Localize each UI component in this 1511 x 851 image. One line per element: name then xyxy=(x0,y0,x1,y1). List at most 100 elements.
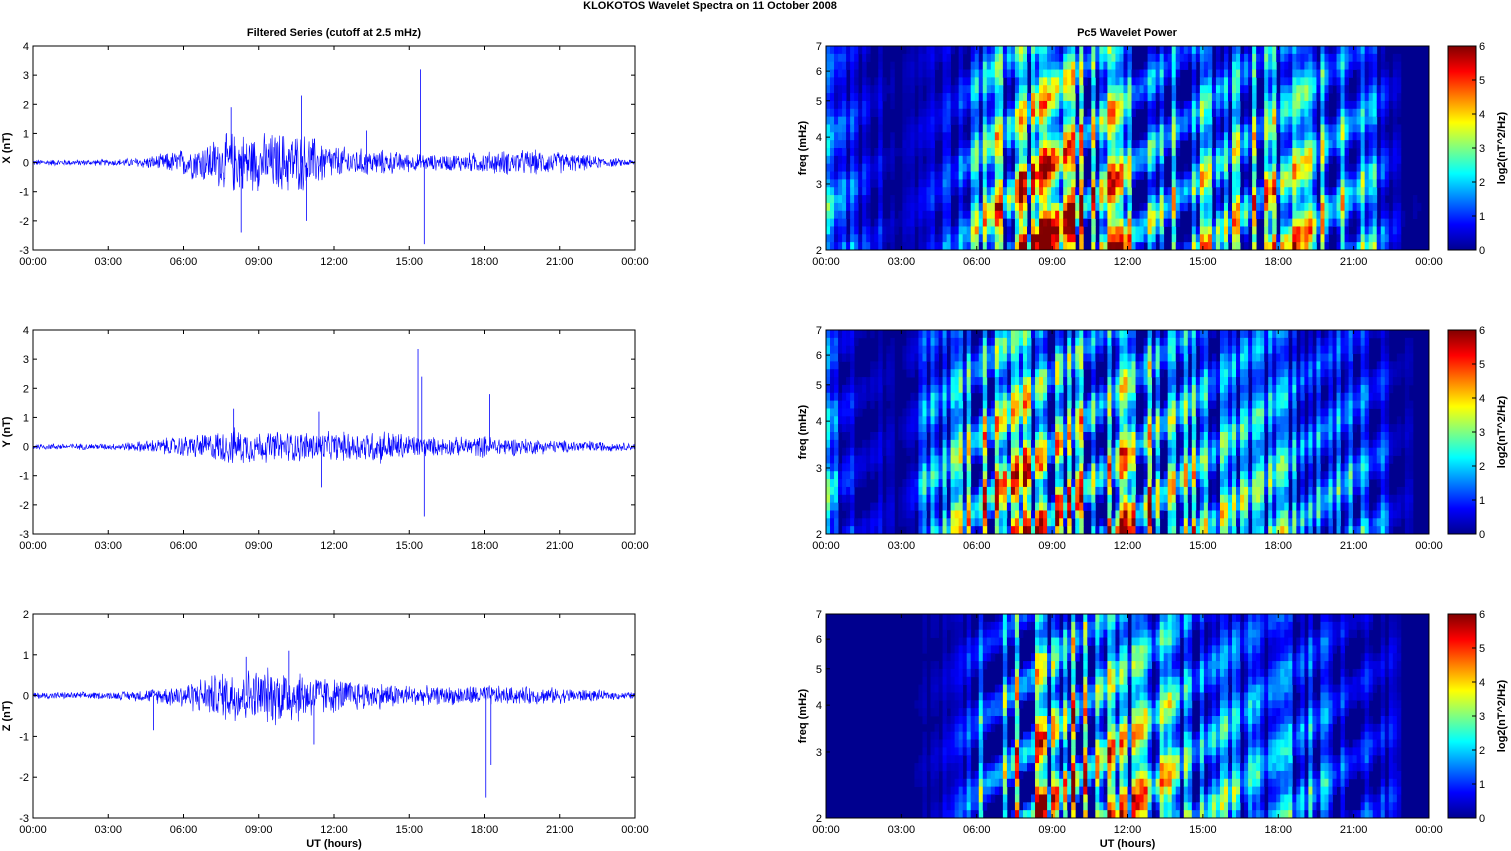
wavelet-X-heatmap-cell xyxy=(926,226,931,235)
wavelet-X-heatmap-cell xyxy=(1203,140,1209,149)
wavelet-Y-heatmap-cell xyxy=(906,526,911,535)
wavelet-X-heatmap-cell xyxy=(902,69,907,78)
wavelet-X-heatmap-cell xyxy=(1396,100,1402,110)
wavelet-X-heatmap-cell xyxy=(1215,100,1221,110)
wavelet-Y-heatmap-cell xyxy=(1091,353,1096,362)
wavelet-X-heatmap-cell xyxy=(1163,46,1169,55)
wavelet-Y-heatmap-cell xyxy=(846,447,851,456)
wavelet-Y-heatmap-cell xyxy=(842,392,847,402)
wavelet-Y-heatmap-cell xyxy=(1035,463,1040,472)
wavelet-X-heatmap-cell xyxy=(1010,171,1016,180)
wavelet-Y-heatmap-cell xyxy=(1079,361,1084,370)
wavelet-X-heatmap-cell xyxy=(850,116,855,125)
wavelet-X-heatmap-cell xyxy=(830,148,835,157)
wavelet-X-heatmap-cell xyxy=(1127,242,1132,251)
wavelet-Y-heatmap-cell xyxy=(962,439,968,449)
wavelet-Y-heatmap-cell xyxy=(990,361,996,370)
wavelet-X-heatmap-cell xyxy=(1296,69,1301,78)
wavelet-Y-heatmap-cell xyxy=(994,400,1000,409)
wavelet-X-heatmap-cell xyxy=(1340,108,1345,118)
wavelet-X-heatmap-cell xyxy=(1059,155,1064,165)
wavelet-Y-heatmap-cell xyxy=(958,392,964,402)
wavelet-X-heatmap-cell xyxy=(834,234,839,243)
wavelet-Y-heatmap-cell xyxy=(954,447,960,456)
wavelet-X-heatmap-cell xyxy=(906,234,911,243)
wavelet-X-heatmap-cell xyxy=(986,171,992,180)
wavelet-X-heatmap-cell xyxy=(1079,148,1084,157)
wavelet-X-heatmap-cell xyxy=(1364,148,1370,157)
wavelet-X-heatmap-cell xyxy=(938,93,943,102)
wavelet-X-heatmap-cell xyxy=(1167,46,1173,55)
wavelet-X-heatmap-cell xyxy=(1380,100,1386,110)
wavelet-X-heatmap-cell xyxy=(1376,163,1382,172)
wavelet-X-heatmap-cell xyxy=(1043,179,1048,188)
wavelet-X-heatmap-cell xyxy=(1328,140,1333,149)
wavelet-X-heatmap-cell xyxy=(842,124,847,133)
wavelet-Y-heatmap-cell xyxy=(1075,424,1080,433)
wavelet-X-heatmap-cell xyxy=(1396,155,1402,165)
wavelet-Y-heatmap-cell xyxy=(1123,447,1128,456)
wavelet-X-heatmap-cell xyxy=(990,69,996,78)
wavelet-X-heatmap-cell xyxy=(1159,210,1165,220)
wavelet-X-heatmap-cell xyxy=(1167,148,1173,157)
wavelet-Y-heatmap-cell xyxy=(1115,345,1120,354)
wavelet-X-heatmap-cell xyxy=(1099,163,1104,172)
wavelet-Y-heatmap-cell xyxy=(1022,510,1028,519)
wavelet-X-heatmap-cell xyxy=(1091,234,1096,243)
wavelet-X-heatmap-cell xyxy=(1336,179,1341,188)
wavelet-X-heatmap-cell xyxy=(830,242,835,251)
wavelet-Y-heatmap-cell xyxy=(1079,416,1084,425)
wavelet-X-heatmap-cell xyxy=(918,163,923,172)
wavelet-X-heatmap-cell xyxy=(1071,218,1076,227)
wavelet-X-heatmap-cell xyxy=(1159,132,1165,141)
wavelet-X-heatmap-cell xyxy=(1320,46,1325,55)
wavelet-X-heatmap-cell xyxy=(1232,179,1237,188)
wavelet-Y-heatmap-cell xyxy=(986,345,992,354)
wavelet-Y-heatmap-cell xyxy=(982,377,988,386)
wavelet-X-heatmap-cell xyxy=(1199,148,1205,157)
wavelet-X-heatmap-cell xyxy=(1276,46,1281,55)
wavelet-X-heatmap-cell xyxy=(1123,53,1128,63)
wavelet-X-heatmap-cell xyxy=(1155,85,1161,94)
wavelet-X-heatmap-cell xyxy=(1083,210,1088,220)
wavelet-X-heatmap-cell xyxy=(954,116,960,125)
wavelet-Y-heatmap-cell xyxy=(906,337,911,347)
wavelet-X-heatmap-cell xyxy=(850,132,855,141)
wavelet-Y-heatmap-cell xyxy=(954,330,960,339)
wavelet-X-heatmap-cell xyxy=(1111,155,1116,165)
wavelet-X-heatmap-cell xyxy=(1380,61,1386,70)
wavelet-X-heatmap-cell xyxy=(898,210,903,220)
wavelet-X-heatmap-cell xyxy=(902,210,907,220)
wavelet-X-heatmap-cell xyxy=(1087,116,1092,125)
wavelet-Y-heatmap-cell xyxy=(834,479,839,488)
wavelet-X-heatmap-cell xyxy=(1211,85,1217,94)
wavelet-X-heatmap-cell xyxy=(1171,195,1177,204)
wavelet-X-heatmap-cell xyxy=(1139,77,1144,86)
wavelet-X-heatmap-cell xyxy=(838,69,843,78)
wavelet-Y-heatmap-cell xyxy=(1087,330,1092,339)
wavelet-Y-heatmap-cell xyxy=(1043,384,1048,394)
wavelet-X-heatmap-cell xyxy=(1091,100,1096,110)
wavelet-X-heatmap-cell xyxy=(1047,179,1052,188)
wavelet-X-heatmap-cell xyxy=(1308,202,1313,212)
wavelet-X-heatmap-cell xyxy=(1352,100,1358,110)
wavelet-Y-heatmap-cell xyxy=(1051,361,1056,370)
wavelet-Y-heatmap-cell xyxy=(830,353,835,362)
wavelet-X-heatmap-cell xyxy=(910,100,915,110)
wavelet-Y-heatmap-cell xyxy=(830,502,835,511)
wavelet-X-heatmap-cell xyxy=(1360,132,1366,141)
wavelet-X-heatmap-cell xyxy=(954,77,960,86)
wavelet-X-heatmap-cell xyxy=(826,140,831,149)
wavelet-X-heatmap-cell xyxy=(950,242,956,251)
wavelet-X-heatmap-cell xyxy=(1115,171,1120,180)
wavelet-X-heatmap-cell xyxy=(1368,242,1374,251)
wavelet-X-heatmap-cell xyxy=(1127,226,1132,235)
wavelet-X-heatmap-cell xyxy=(1324,132,1329,141)
wavelet-X-heatmap-cell xyxy=(906,46,911,55)
wavelet-X-heatmap-cell xyxy=(838,93,843,102)
wavelet-X-heatmap-cell xyxy=(1360,171,1366,180)
wavelet-Y-heatmap-cell xyxy=(826,424,831,433)
wavelet-X-heatmap-cell xyxy=(1183,179,1189,188)
wavelet-Y-heatmap-cell xyxy=(954,337,960,347)
wavelet-Y-heatmap-cell xyxy=(1031,369,1036,378)
